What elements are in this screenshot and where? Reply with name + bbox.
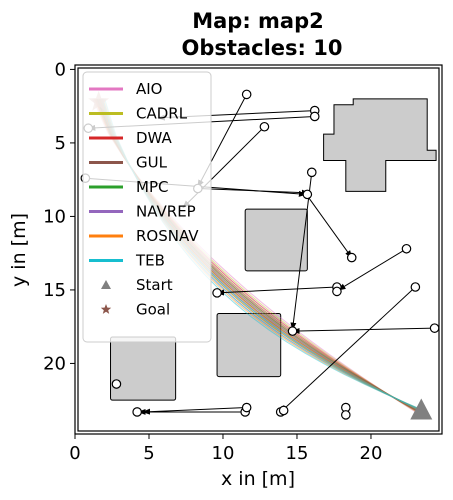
axes-frame — [74, 64, 443, 435]
static-obstacle — [323, 98, 437, 192]
obstacle-path-arrow — [306, 195, 353, 259]
obstacle-path-arrow — [337, 248, 407, 291]
legend-label: Goal — [136, 301, 170, 319]
map-area — [110, 98, 437, 401]
obstacle-marker — [306, 167, 317, 178]
obstacle-marker — [309, 111, 320, 122]
legend-entry-mpc: MPC — [89, 178, 168, 196]
plot-frame — [74, 64, 443, 435]
obstacle-marker — [341, 410, 351, 420]
obstacle-marker — [401, 243, 412, 254]
x-tick-label: 20 — [360, 443, 383, 464]
legend-swatch — [101, 280, 111, 289]
legend-entry-cadrl: CADRL — [89, 105, 188, 123]
start-marker — [410, 398, 433, 420]
x-tick-label: 0 — [69, 443, 80, 464]
legend-entry-goal: Goal — [100, 301, 170, 319]
legend-label: TEB — [135, 252, 165, 270]
obstacle-marker — [111, 379, 122, 389]
legend-label: MPC — [136, 178, 168, 196]
obstacle-marker — [241, 89, 252, 100]
obstacle-path-arrow — [216, 286, 337, 296]
legend-label: Start — [136, 276, 173, 294]
static-obstacle — [244, 208, 308, 272]
legend-label: AIO — [136, 80, 163, 98]
y-tick-label: 0 — [55, 59, 66, 80]
obstacle-marker — [278, 405, 289, 416]
chart-title-line-1: Map: map2 — [192, 9, 324, 33]
obstacle-marker — [429, 323, 440, 333]
legend-entry-rosnav: ROSNAV — [89, 227, 199, 245]
obstacle-marker — [259, 121, 270, 132]
x-tick-label: 5 — [143, 443, 154, 464]
x-tick-label: 15 — [286, 443, 309, 464]
obstacle-path-arrow — [291, 327, 435, 334]
obstacle-marker — [212, 288, 222, 298]
y-tick-label: 15 — [43, 280, 66, 301]
legend-entry-gul: GUL — [89, 154, 168, 172]
chart-title-line-2: Obstacles: 10 — [182, 36, 343, 60]
obstacle-marker — [302, 189, 313, 200]
legend-label: DWA — [136, 129, 173, 147]
legend-entry-dwa: DWA — [89, 129, 173, 147]
x-axis-label: x in [m] — [221, 468, 295, 490]
legend-entry-teb: TEB — [89, 252, 165, 270]
axis-ticks: 0 5 10 15 20 0 5 10 15 20 — [43, 59, 382, 464]
legend-entry-aio: AIO — [89, 80, 163, 98]
obstacle-marker — [410, 282, 421, 292]
legend-entry-start: Start — [101, 276, 173, 294]
static-obstacle — [110, 336, 177, 401]
obstacle-path-arrow — [197, 187, 310, 196]
x-tick-label: 10 — [212, 443, 235, 464]
obstacle-path-arrow — [279, 286, 416, 413]
map-boundary — [77, 67, 440, 432]
obstacle-path-arrow — [142, 407, 247, 415]
obstacle-marker — [346, 252, 357, 263]
legend-label: NAVREP — [136, 203, 196, 221]
obstacle-marker — [132, 407, 142, 417]
legend: AIO CADRL DWA GUL MPC NAVREP ROSNAV TEB Start Goa… — [82, 71, 212, 343]
y-tick-label: 20 — [43, 353, 66, 374]
y-tick-label: 10 — [43, 206, 66, 227]
y-axis-label: y in [m] — [8, 213, 30, 287]
legend-entry-navrep: NAVREP — [89, 203, 196, 221]
obstacle-marker — [287, 326, 298, 336]
static-obstacle — [216, 312, 282, 378]
obstacle-marker — [241, 402, 252, 413]
legend-label: CADRL — [136, 105, 188, 123]
obstacle-marker — [332, 286, 342, 297]
legend-swatch — [100, 304, 112, 314]
y-tick-label: 5 — [55, 133, 66, 154]
legend-label: ROSNAV — [136, 227, 199, 245]
legend-label: GUL — [136, 154, 168, 172]
